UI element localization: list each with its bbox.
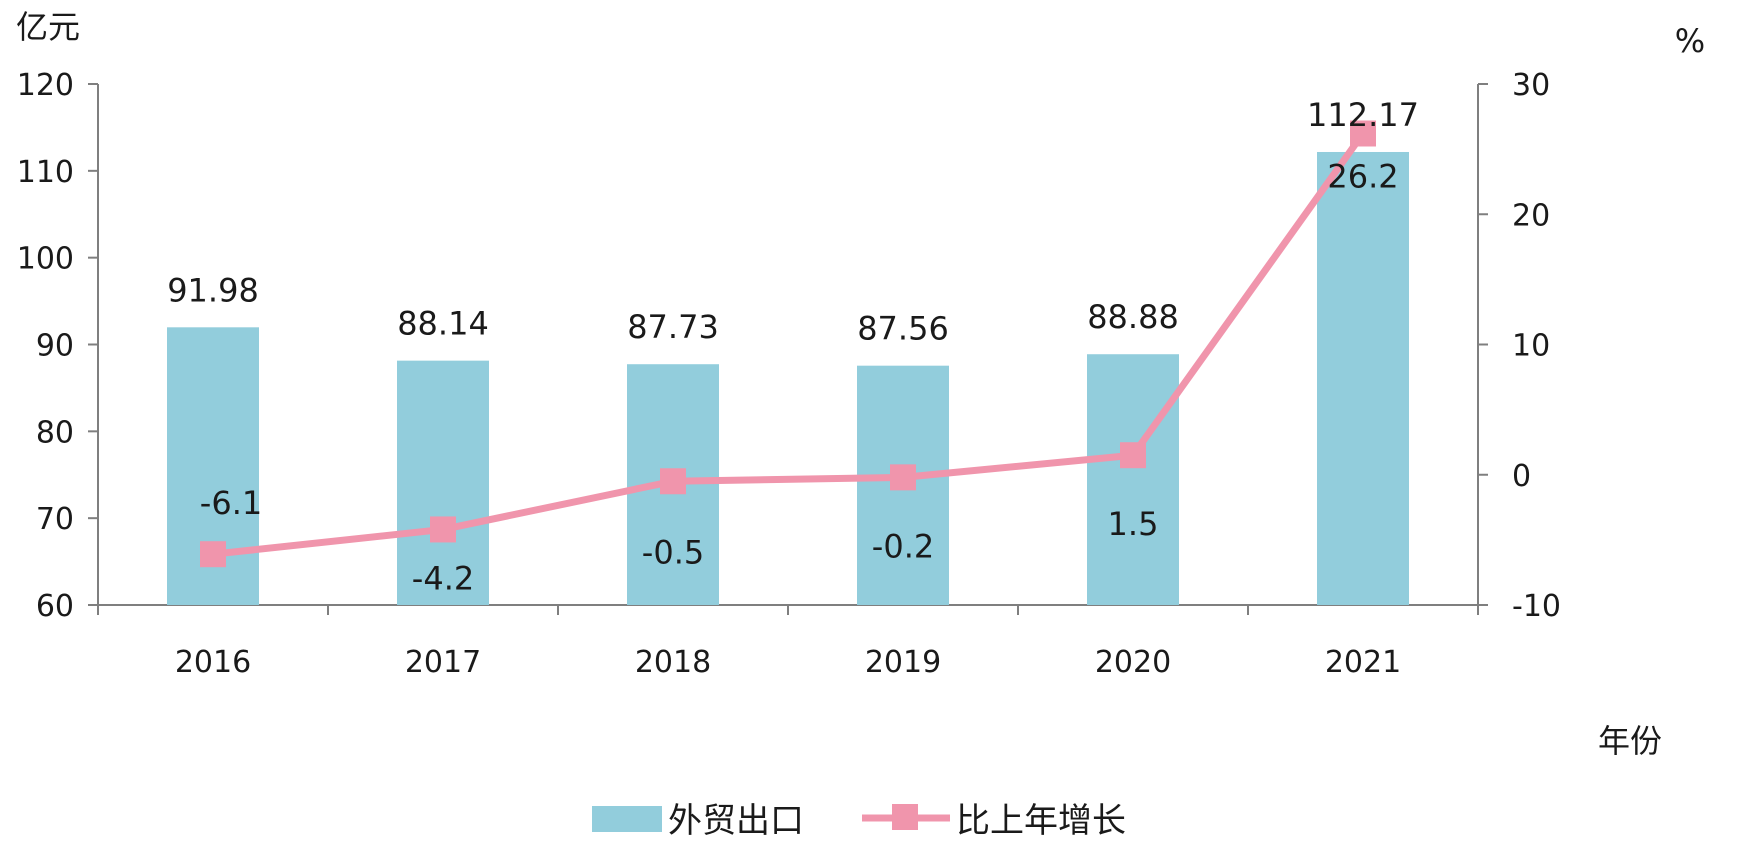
y-left-tick-label: 100 [17, 242, 74, 277]
x-axis-unit: 年份 [1598, 722, 1662, 760]
x-tick-label: 2018 [635, 645, 711, 680]
y-left-tick-label: 90 [36, 329, 74, 364]
y-right-tick-label: 10 [1512, 329, 1550, 364]
y-right-unit: % [1675, 22, 1705, 60]
bar-value-label: 88.14 [397, 305, 489, 343]
line-group [200, 120, 1376, 568]
line-value-label: -0.2 [872, 527, 934, 565]
legend-label-bars: 外贸出口 [668, 801, 804, 841]
legend-label-line: 比上年增长 [956, 801, 1126, 841]
growth-line [212, 131, 1366, 558]
y-left-tick-label: 110 [17, 155, 74, 190]
legend-swatch-bars [592, 806, 662, 832]
x-tick-label: 2021 [1325, 645, 1401, 680]
y-left-tick-label: 70 [36, 502, 74, 537]
bar [1317, 151, 1409, 606]
bars-group [167, 151, 1409, 606]
y-left-unit: 亿元 [16, 8, 80, 46]
y-left-tick-label: 60 [36, 589, 74, 624]
line-value-label: 26.2 [1327, 157, 1398, 195]
line-value-label: 1.5 [1108, 505, 1159, 543]
growth-point [1120, 442, 1146, 469]
bar-value-label: 88.88 [1087, 298, 1179, 336]
y-left-tick-label: 120 [17, 68, 74, 103]
x-tick-label: 2020 [1095, 645, 1171, 680]
growth-point [660, 468, 686, 495]
bar-value-label: 87.73 [627, 308, 719, 346]
legend: 外贸出口 比上年增长 [592, 801, 1126, 841]
bar-value-label: 91.98 [167, 271, 259, 309]
x-tick-label: 2019 [865, 645, 941, 680]
bar-value-label: 87.56 [857, 310, 949, 348]
line-value-label: -6.1 [200, 484, 262, 522]
axes: 60 70 80 90 100 110 120 -10 0 10 20 30 2016 2017 2018 2… [17, 68, 1561, 680]
growth-point [430, 516, 456, 543]
y-right-tick-label: -10 [1512, 589, 1561, 624]
line-value-label: -0.5 [642, 533, 704, 571]
legend-swatch-marker [892, 804, 918, 830]
x-tick-label: 2017 [405, 645, 481, 680]
growth-point [890, 464, 916, 491]
y-right-tick-label: 20 [1512, 198, 1550, 233]
growth-point [1350, 120, 1376, 147]
y-right-tick-label: 30 [1512, 68, 1550, 103]
x-tick-label: 2016 [175, 645, 251, 680]
y-left-tick-label: 80 [36, 415, 74, 450]
bar [397, 360, 489, 605]
y-right-tick-label: 0 [1512, 459, 1531, 494]
line-value-label: -4.2 [412, 559, 474, 597]
bar-value-label: 112.17 [1307, 96, 1419, 134]
bar [1087, 354, 1179, 605]
growth-point [200, 541, 226, 568]
labels-group: 91.98 88.14 87.73 87.56 88.88 112.17 -6.1 -4.2 -… [167, 96, 1419, 597]
